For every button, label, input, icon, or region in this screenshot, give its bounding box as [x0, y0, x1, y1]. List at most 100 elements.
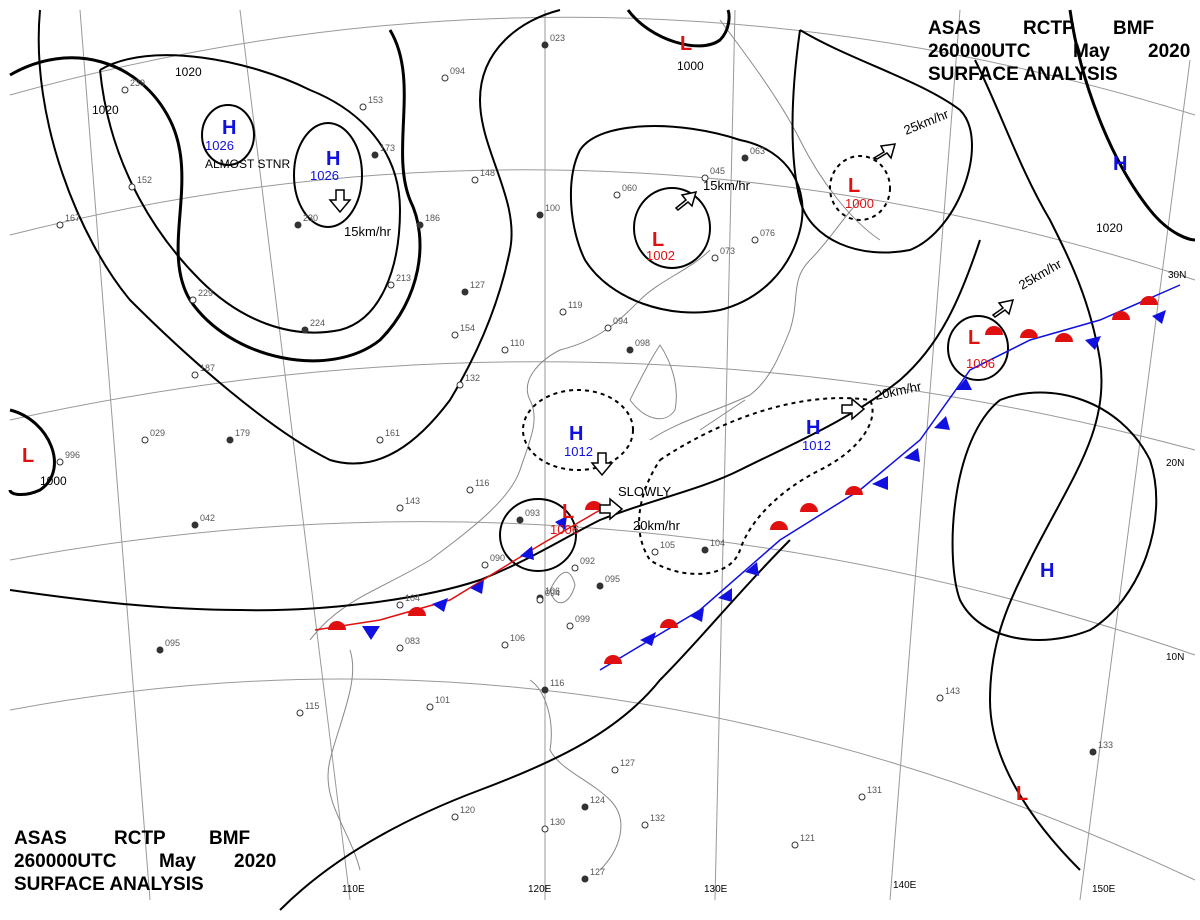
station-marker — [359, 103, 367, 111]
station-pressure-label: 143 — [945, 686, 960, 696]
high-center-letter: H — [569, 423, 583, 445]
station-pressure-label: 063 — [750, 146, 765, 156]
station-marker — [56, 221, 64, 229]
cold-front-triangle — [745, 562, 759, 576]
station-marker — [559, 308, 567, 316]
high-center-letter: H — [806, 417, 820, 439]
header-title: SURFACE ANALYSIS — [928, 64, 1118, 85]
warm-front-semicircle — [585, 501, 603, 510]
station-marker — [471, 176, 479, 184]
lat-label: 10N — [1166, 652, 1184, 663]
station-pressure-label: 042 — [200, 513, 215, 523]
arrow-icon — [328, 189, 352, 214]
cold-front-triangle — [1152, 310, 1166, 324]
isobar-east-h-ring — [951, 391, 1158, 641]
japan-coast — [649, 199, 861, 441]
station-pressure-label: 095 — [165, 638, 180, 648]
station-pressure-label: 131 — [867, 785, 882, 795]
high-center-letter: H — [222, 117, 236, 139]
cold-front-triangle — [470, 580, 484, 594]
station-pressure-label: 083 — [405, 636, 420, 646]
cold-front-triangle — [520, 546, 534, 560]
station-marker — [651, 548, 659, 556]
low-center-letter: L — [680, 33, 692, 55]
fronts — [314, 284, 1181, 671]
station-pressure-label: 127 — [590, 867, 605, 877]
isobar-west-inner — [99, 54, 402, 334]
low-center-letter: L — [562, 501, 574, 523]
station-pressure-label: 148 — [480, 168, 495, 178]
cold-front-triangle — [690, 608, 704, 622]
station-plots: 023 094 148 186 060 045 063 073 076 100 119 094 127 1… — [56, 33, 1113, 883]
movement-label: 15km/hr — [703, 178, 751, 193]
lat-label: 20N — [1166, 458, 1184, 469]
station-pressure-label: 105 — [660, 540, 675, 550]
warm-front-semicircle — [1112, 311, 1130, 320]
low-center-letter: L — [22, 445, 34, 467]
warm-front-semicircle — [660, 619, 678, 628]
station-pressure-label: 094 — [545, 588, 560, 598]
station-marker — [626, 346, 634, 354]
korea-coast — [629, 344, 677, 420]
cold-front-triangle — [718, 588, 732, 602]
station-pressure-label: 116 — [475, 478, 489, 488]
cold-front-triangle — [1085, 336, 1101, 350]
cold-front-triangle — [432, 598, 448, 612]
high-center-note: ALMOST STNR — [205, 157, 290, 171]
station-marker — [301, 326, 309, 334]
station-marker — [441, 74, 449, 82]
lat-line-30n — [9, 169, 1196, 281]
front-line-east — [599, 284, 1181, 671]
station-pressure-label: 045 — [710, 166, 725, 176]
arrow-icon — [841, 397, 866, 421]
station-marker — [641, 821, 649, 829]
isobar-label: 1000 — [677, 59, 704, 73]
chart-header-top-right: ASAS RCTP BMF 260000UTC May 2020 SURFACE ANA… — [928, 17, 1190, 86]
header-product: ASAS — [14, 828, 67, 849]
lon-label: 140E — [893, 880, 917, 891]
station-pressure-label: 173 — [380, 143, 395, 153]
movement-label: 20km/hr — [633, 518, 681, 533]
lon-line-110e — [239, 9, 351, 901]
lat-line-10n — [9, 521, 1196, 656]
movement-label: 15km/hr — [344, 224, 392, 239]
station-marker — [121, 86, 129, 94]
station-marker — [451, 813, 459, 821]
station-marker — [541, 825, 549, 833]
header-line-2: 260000UTC May 2020 — [928, 40, 1190, 63]
station-pressure-label: 099 — [575, 614, 590, 624]
low-center-value: 1006 — [966, 356, 995, 371]
station-pressure-label: 121 — [800, 833, 815, 843]
station-pressure-label: 186 — [425, 213, 440, 223]
arrow-icon — [599, 497, 624, 521]
station-marker — [711, 254, 719, 262]
isobar-west-1020 — [9, 29, 422, 363]
station-marker — [396, 504, 404, 512]
warm-front-semicircle — [845, 486, 863, 495]
northeast-coast — [719, 19, 881, 241]
station-marker — [56, 458, 64, 466]
station-pressure-label: 167 — [65, 213, 80, 223]
station-marker — [751, 236, 759, 244]
station-marker — [936, 694, 944, 702]
station-marker — [566, 622, 574, 630]
warm-front-semicircle — [1020, 329, 1038, 338]
station-pressure-label: 132 — [465, 373, 480, 383]
station-pressure-label: 239 — [130, 78, 145, 88]
station-pressure-label: 119 — [568, 300, 582, 310]
isobar-west-low-1000 — [8, 408, 56, 496]
station-pressure-label: 116 — [550, 678, 564, 688]
station-pressure-label: 106 — [510, 633, 525, 643]
cold-front-triangle — [934, 416, 950, 430]
station-marker — [596, 582, 604, 590]
station-pressure-label: 110 — [510, 338, 524, 348]
lat-label: 30N — [1168, 270, 1186, 281]
station-pressure-label: 104 — [405, 593, 420, 603]
header-year: 2020 — [1148, 41, 1191, 62]
isobar-l1006-east — [947, 315, 1009, 381]
station-marker — [701, 546, 709, 554]
station-marker — [536, 596, 544, 604]
station-pressure-label: 153 — [368, 95, 383, 105]
station-marker — [191, 371, 199, 379]
header-time: 260000UTC — [928, 41, 1031, 62]
